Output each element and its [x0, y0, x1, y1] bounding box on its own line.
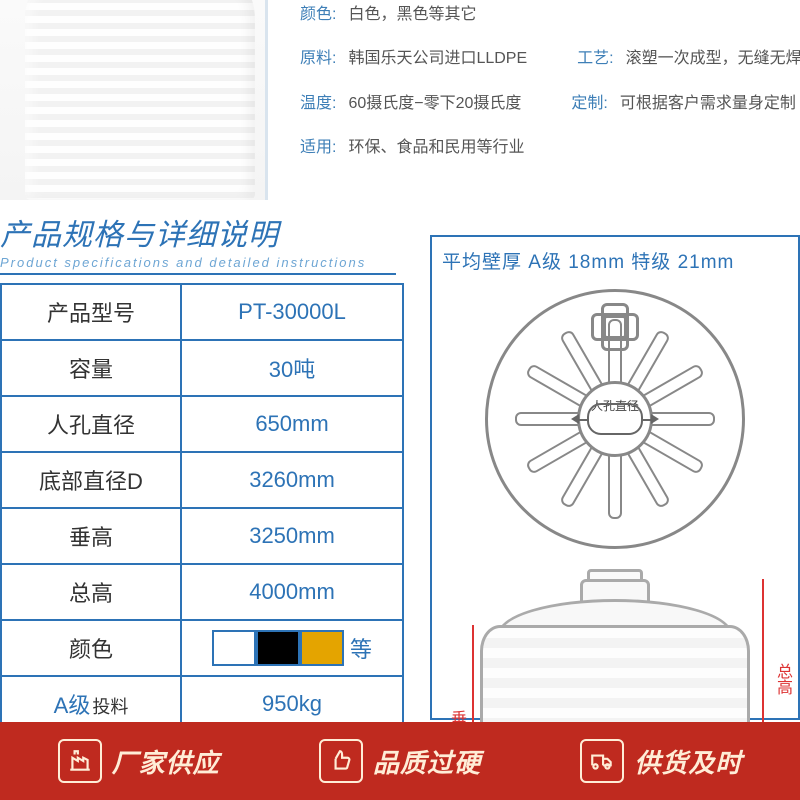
arrow-right-icon	[651, 414, 659, 424]
manhole-dim-indicator	[587, 403, 643, 435]
table-row: 产品型号PT-30000L	[2, 285, 402, 341]
attr-temp: 温度: 60摄氏度−零下20摄氏度	[300, 93, 521, 115]
thumbs-up-icon	[319, 739, 363, 783]
attr-color-key: 颜色:	[300, 4, 336, 26]
attr-temp-val: 60摄氏度−零下20摄氏度	[348, 93, 521, 115]
swatch-white	[212, 630, 256, 666]
spec-val: 3250mm	[182, 509, 402, 563]
table-row: 人孔直径650mm	[2, 397, 402, 453]
spec-val: 3260mm	[182, 453, 402, 507]
section-header: 产品规格与详细说明 Product specifications and det…	[0, 210, 396, 275]
diagram-panel: 平均壁厚 A级 18mm 特级 21mm 人孔直径	[430, 235, 800, 720]
table-row: 底部直径D3260mm	[2, 453, 402, 509]
promo-banner: 厂家供应 品质过硬 供货及时	[0, 722, 800, 800]
arrow-left-icon	[571, 414, 579, 424]
attr-apply-val: 环保、食品和民用等行业	[348, 137, 524, 159]
dim-total-label: 总高	[770, 663, 794, 695]
a-grade-label: A级	[54, 688, 91, 720]
product-photo	[0, 0, 265, 200]
tank-top-view: 人孔直径	[485, 289, 745, 549]
photo-divider	[265, 0, 268, 200]
attr-material: 原料: 韩国乐天公司进口LLDPE	[300, 48, 527, 70]
attr-apply-key: 适用:	[300, 137, 336, 159]
spec-key: 人孔直径	[2, 397, 182, 451]
tank-photo-cylinder	[25, 0, 255, 200]
spec-key: 容量	[2, 341, 182, 395]
spec-key: 产品型号	[2, 285, 182, 339]
attr-temp-key: 温度:	[300, 93, 336, 115]
swatch-more-label: 等	[350, 632, 372, 664]
section-title-zh: 产品规格与详细说明	[0, 210, 396, 254]
a-grade-small: 投料	[92, 693, 128, 719]
attr-material-val: 韩国乐天公司进口LLDPE	[348, 48, 527, 70]
swatch-black	[256, 630, 300, 666]
spec-val: 650mm	[182, 397, 402, 451]
table-row: 容量30吨	[2, 341, 402, 397]
attr-color-val: 白色，黑色等其它	[348, 4, 476, 26]
table-row: 总高4000mm	[2, 565, 402, 621]
attr-process-val: 滚塑一次成型，无缝无焊	[626, 48, 800, 70]
factory-icon	[58, 739, 102, 783]
spec-val: 30吨	[182, 341, 402, 395]
spec-color-key: 颜色	[2, 621, 182, 675]
spec-color-swatches: 等	[182, 621, 402, 675]
spec-val: 4000mm	[182, 565, 402, 619]
spec-val: PT-30000L	[182, 285, 402, 339]
banner-item: 厂家供应	[58, 739, 220, 783]
spec-table: 产品型号PT-30000L 容量30吨 人孔直径650mm 底部直径D3260m…	[0, 283, 404, 789]
banner-item-label: 厂家供应	[112, 743, 220, 780]
attr-custom-val: 可根据客户需求量身定制	[620, 93, 796, 115]
attr-process: 工艺: 滚塑一次成型，无缝无焊	[577, 48, 800, 70]
swatch-yellow	[300, 630, 344, 666]
spec-key: 垂高	[2, 509, 182, 563]
banner-item-label: 供货及时	[634, 743, 742, 780]
spec-key: 底部直径D	[2, 453, 182, 507]
section-title-en: Product specifications and detailed inst…	[0, 255, 396, 275]
attr-material-key: 原料:	[300, 48, 336, 70]
table-row-color: 颜色 等	[2, 621, 402, 677]
truck-icon	[580, 739, 624, 783]
banner-item: 品质过硬	[319, 739, 481, 783]
spec-key: 总高	[2, 565, 182, 619]
attr-custom: 定制: 可根据客户需求量身定制	[571, 93, 795, 115]
attr-apply: 适用: 环保、食品和民用等行业	[300, 137, 524, 159]
attribute-block: 颜色: 白色，黑色等其它 原料: 韩国乐天公司进口LLDPE 工艺: 滚塑一次成型，无…	[300, 4, 800, 182]
attr-process-key: 工艺:	[577, 48, 613, 70]
banner-item: 供货及时	[580, 739, 742, 783]
attr-color: 颜色: 白色，黑色等其它	[300, 4, 476, 26]
attr-custom-key: 定制:	[571, 93, 607, 115]
wall-thickness-label: 平均壁厚 A级 18mm 特级 21mm	[432, 247, 798, 274]
lug	[591, 313, 627, 341]
banner-item-label: 品质过硬	[373, 743, 481, 780]
table-row: 垂高3250mm	[2, 509, 402, 565]
